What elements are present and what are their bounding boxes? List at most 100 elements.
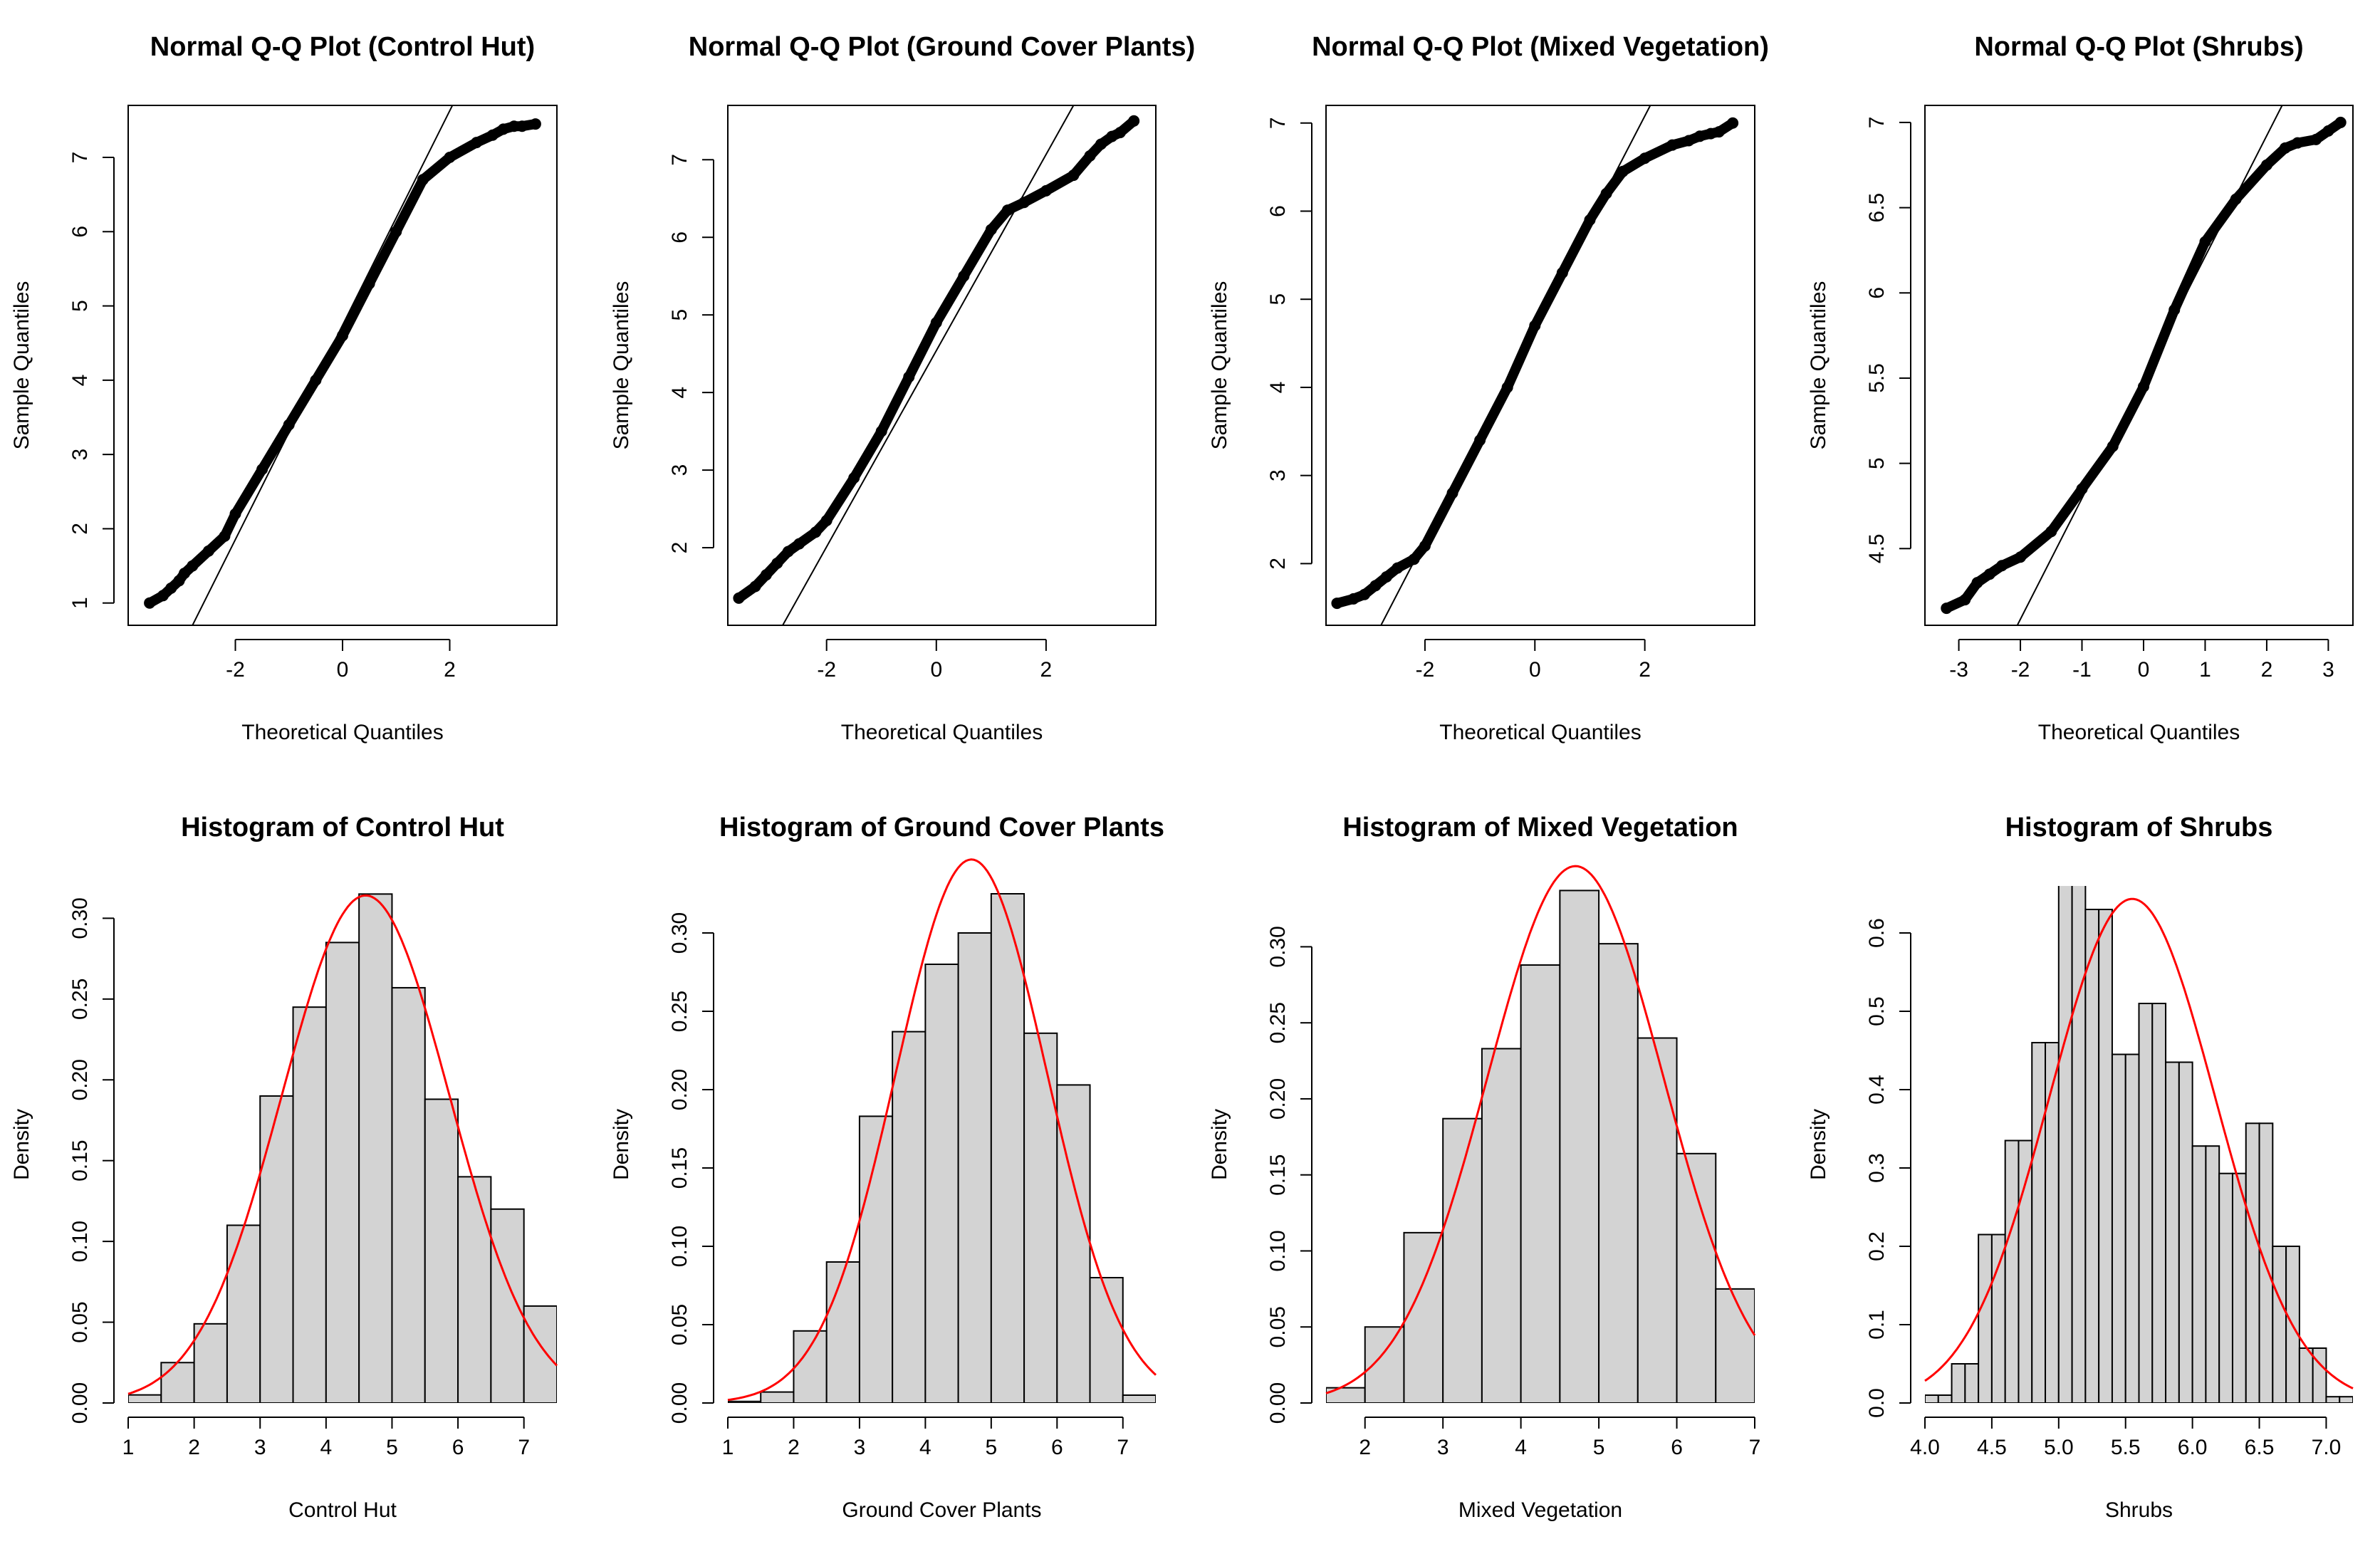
y-tick-label: 0.30 <box>668 912 691 954</box>
x-tick-label: 2 <box>188 1436 200 1459</box>
normal-density-curve <box>1924 897 2354 1389</box>
plot-title: Normal Q-Q Plot (Shrubs) <box>1974 32 2303 62</box>
y-tick-label: 4 <box>68 375 92 387</box>
plot-frame <box>1924 105 2354 626</box>
qq-plot-panel: Normal Q-Q Plot (Mixed Vegetation) -2 0 2 2 3… <box>1208 32 1769 744</box>
x-axis-label: Theoretical Quantiles <box>1439 721 1641 744</box>
x-tick-label: 6 <box>1671 1436 1683 1459</box>
y-tick-label: 0.6 <box>1865 918 1889 948</box>
x-tick-label: 5.0 <box>2044 1436 2074 1459</box>
histogram-bar <box>358 893 393 1403</box>
x-tick-label: 7 <box>518 1436 530 1459</box>
histogram-bar <box>2298 1347 2314 1403</box>
histogram-bar <box>2124 1053 2140 1403</box>
histogram-bar <box>259 1095 294 1403</box>
x-tick-label: 3 <box>2322 658 2334 682</box>
y-tick-label: 3 <box>668 464 691 476</box>
y-tick-label: 7 <box>668 154 691 166</box>
y-tick-label: 5 <box>668 309 691 321</box>
histogram-bar <box>2031 1042 2047 1403</box>
y-tick-label: 2 <box>668 542 691 554</box>
histogram-bar <box>2151 1003 2167 1403</box>
histogram-panel: Histogram of Control Hut 1 2 3 4 5 6 7 0.00 0.05 0… <box>10 813 558 1522</box>
normal-density-curve <box>727 858 1157 1402</box>
histogram-bar <box>2272 1246 2287 1403</box>
y-tick-label: 0.3 <box>1865 1153 1889 1183</box>
x-tick-label: 3 <box>1437 1436 1449 1459</box>
y-tick-label: 4.5 <box>1865 533 1889 563</box>
x-tick-label: 4 <box>320 1436 333 1459</box>
x-tick-label: 0 <box>930 658 942 682</box>
qq-point-band <box>1332 118 1738 609</box>
histogram-bar <box>2045 1042 2060 1403</box>
y-tick-label: 0.5 <box>1865 996 1889 1026</box>
y-tick-label: 6 <box>1266 205 1290 217</box>
x-tick-label: 5 <box>386 1436 398 1459</box>
y-tick-label: 0.4 <box>1865 1075 1889 1105</box>
x-tick-label: 7 <box>1749 1436 1761 1459</box>
y-tick-label: 0.2 <box>1865 1231 1889 1261</box>
x-tick-label: 4 <box>919 1436 931 1459</box>
x-tick-label: 6.0 <box>2178 1436 2208 1459</box>
x-tick-label: 5 <box>986 1436 998 1459</box>
histogram-bar <box>1598 943 1639 1403</box>
y-tick-label: 0.15 <box>668 1147 691 1189</box>
qq-reference-line <box>782 105 1075 625</box>
histogram-bar <box>2191 1145 2207 1403</box>
y-tick-label: 0.20 <box>1266 1078 1290 1120</box>
histogram-bar <box>2178 1061 2193 1403</box>
y-tick-label: 7 <box>68 152 92 164</box>
histogram-bar <box>793 1330 828 1403</box>
histogram-bar <box>226 1224 261 1403</box>
data-layer <box>128 893 557 1403</box>
y-tick-label: 0.05 <box>668 1304 691 1345</box>
x-axis-label: Control Hut <box>288 1498 397 1522</box>
y-tick-label: 0.20 <box>68 1059 92 1100</box>
plot-title: Histogram of Mixed Vegetation <box>1342 813 1738 843</box>
x-tick-label: 5.5 <box>2111 1436 2141 1459</box>
x-tick-label: 3 <box>254 1436 266 1459</box>
histogram-panel: Histogram of Mixed Vegetation 2 3 4 5 6 7 0.00 0… <box>1208 813 1760 1522</box>
histogram-bar <box>424 1098 459 1403</box>
plot-title: Normal Q-Q Plot (Mixed Vegetation) <box>1312 32 1769 62</box>
x-tick-label: 2 <box>788 1436 800 1459</box>
x-axis-label: Theoretical Quantiles <box>841 721 1043 744</box>
x-axis-label: Shrubs <box>2105 1498 2173 1522</box>
histogram-bar <box>457 1176 492 1403</box>
qq-point-band <box>1941 117 2346 614</box>
histogram-bar <box>1925 1394 1939 1403</box>
y-tick-label: 6 <box>68 226 92 238</box>
x-tick-label: 0 <box>2138 658 2150 682</box>
histogram-bar <box>292 1006 327 1403</box>
y-tick-label: 5 <box>1266 293 1290 306</box>
histogram-bar <box>160 1362 195 1403</box>
x-tick-label: -2 <box>1416 658 1435 682</box>
histogram-bar <box>1403 1231 1444 1403</box>
histogram-bar <box>2165 1061 2180 1403</box>
histogram-bar <box>1364 1326 1405 1403</box>
x-axis-label: Theoretical Quantiles <box>2038 721 2240 744</box>
y-tick-label: 2 <box>68 523 92 535</box>
y-axis-label: Density <box>1807 1109 1830 1180</box>
x-tick-label: 1 <box>122 1436 135 1459</box>
y-tick-label: 0.25 <box>1266 1002 1290 1043</box>
x-tick-label: 6.5 <box>2245 1436 2275 1459</box>
y-tick-label: 0.10 <box>1266 1230 1290 1271</box>
histogram-bar <box>1951 1363 1966 1403</box>
y-tick-label: 4 <box>1266 382 1290 394</box>
y-tick-label: 0.15 <box>68 1139 92 1181</box>
histogram-bar <box>2205 1145 2220 1403</box>
qq-point-band <box>145 119 541 608</box>
x-tick-label: -1 <box>2072 658 2092 682</box>
y-tick-label: 5.5 <box>1865 363 1889 393</box>
qq-plot-panel: Normal Q-Q Plot (Control Hut) -2 0 2 1 2 3 4 5 6 7… <box>10 32 558 744</box>
histogram-bar <box>1715 1288 1755 1403</box>
x-tick-label: 1 <box>2199 658 2211 682</box>
histogram-bar <box>1937 1394 1953 1403</box>
x-tick-label: 2 <box>1359 1436 1371 1459</box>
histogram-bar <box>523 1305 557 1403</box>
x-tick-label: 6 <box>452 1436 464 1459</box>
data-layer <box>728 893 1156 1403</box>
qq-reference-line <box>192 105 454 625</box>
histogram-bar <box>1964 1363 1980 1403</box>
